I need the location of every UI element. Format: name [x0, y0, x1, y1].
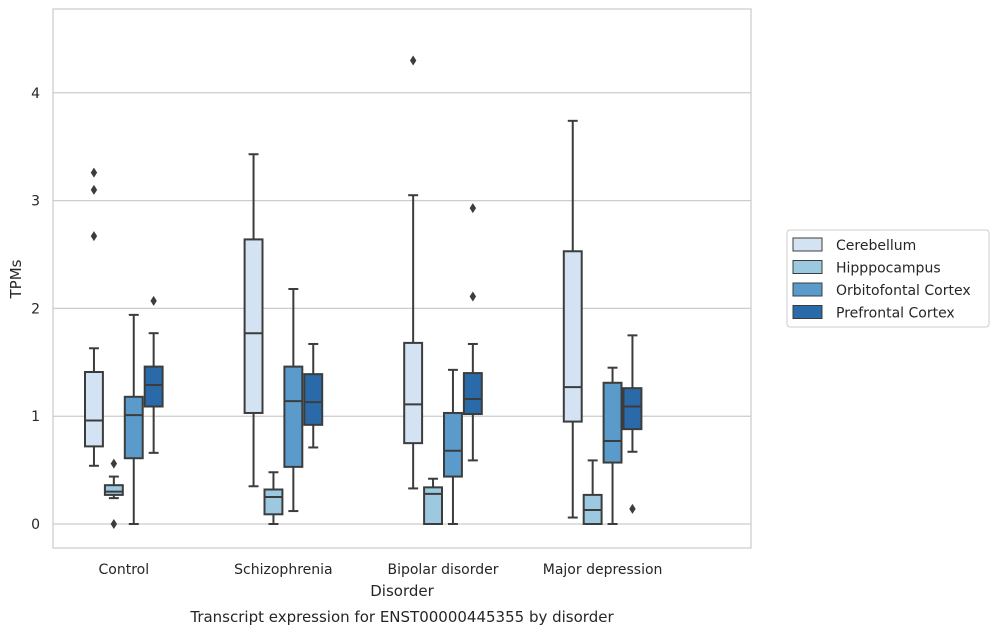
legend: Cerebellum Hipppocampus Orbitofontal Corte…	[786, 229, 990, 328]
legend-label: Cerebellum	[836, 238, 916, 254]
box-plot	[243, 153, 264, 488]
grid	[53, 92, 751, 525]
outlier-point	[90, 184, 98, 195]
y-axis-title: TPMs	[7, 259, 25, 299]
outlier-point	[629, 503, 636, 514]
box	[84, 371, 104, 448]
legend-label: Prefrontal Cortex	[836, 306, 955, 322]
x-axis-title: Disorder	[370, 582, 434, 600]
box-plot	[423, 477, 444, 525]
box-plot	[562, 119, 583, 519]
outlier-point	[90, 231, 98, 242]
outlier-point	[150, 295, 157, 306]
box	[123, 395, 144, 460]
outlier-point	[110, 458, 118, 469]
x-tick-labels: Control Schizophrenia Bipolar disorder Majo…	[98, 562, 662, 578]
box	[263, 488, 284, 516]
outlier-point	[110, 519, 118, 529]
legend-swatch	[792, 305, 823, 319]
y-tick-label: 1	[31, 409, 40, 425]
legend-swatch	[792, 260, 823, 274]
legend-label: Orbitofontal Cortex	[836, 283, 971, 299]
y-tick-label: 2	[31, 301, 40, 317]
box	[443, 411, 463, 478]
outlier-point	[409, 55, 417, 66]
x-tick-label: Control	[98, 562, 149, 578]
box	[103, 484, 124, 496]
box-plot	[263, 471, 284, 525]
box-plot	[303, 342, 324, 449]
y-tick-labels: 0 1 2 3 4	[31, 86, 40, 533]
box	[303, 373, 324, 426]
box-plots	[84, 55, 643, 529]
chart-title: Transcript expression for ENST0000044535…	[189, 608, 614, 626]
box-plot	[443, 368, 463, 525]
box	[243, 238, 264, 414]
box	[602, 381, 623, 464]
box	[423, 486, 444, 525]
box-plot	[84, 167, 104, 467]
box	[462, 372, 483, 416]
legend-frame	[786, 229, 990, 328]
box	[283, 365, 304, 468]
outlier-point	[469, 291, 477, 302]
box-plot	[283, 287, 304, 513]
x-tick-label: Schizophrenia	[234, 562, 332, 578]
outlier-point	[90, 167, 98, 178]
outlier-point	[469, 203, 477, 214]
box-plot	[143, 295, 164, 454]
x-tick-label: Major depression	[543, 562, 663, 578]
box-plot	[462, 203, 483, 462]
box-plot	[123, 313, 144, 525]
plot-frame	[52, 8, 752, 549]
y-tick-label: 3	[31, 194, 40, 210]
box	[403, 341, 424, 445]
legend-label: Hipppocampus	[836, 261, 941, 277]
y-tick-label: 0	[31, 517, 40, 533]
box-plot	[582, 459, 603, 526]
x-tick-label: Bipolar disorder	[387, 562, 498, 578]
y-tick-label: 4	[31, 86, 40, 102]
legend-swatch	[792, 237, 823, 252]
box	[562, 250, 583, 423]
box-plot	[103, 458, 124, 529]
box-plot	[403, 55, 424, 490]
box-plot	[602, 366, 623, 525]
box	[143, 365, 164, 408]
box	[622, 387, 643, 431]
box-plot	[622, 334, 643, 514]
legend-swatch	[792, 282, 823, 297]
